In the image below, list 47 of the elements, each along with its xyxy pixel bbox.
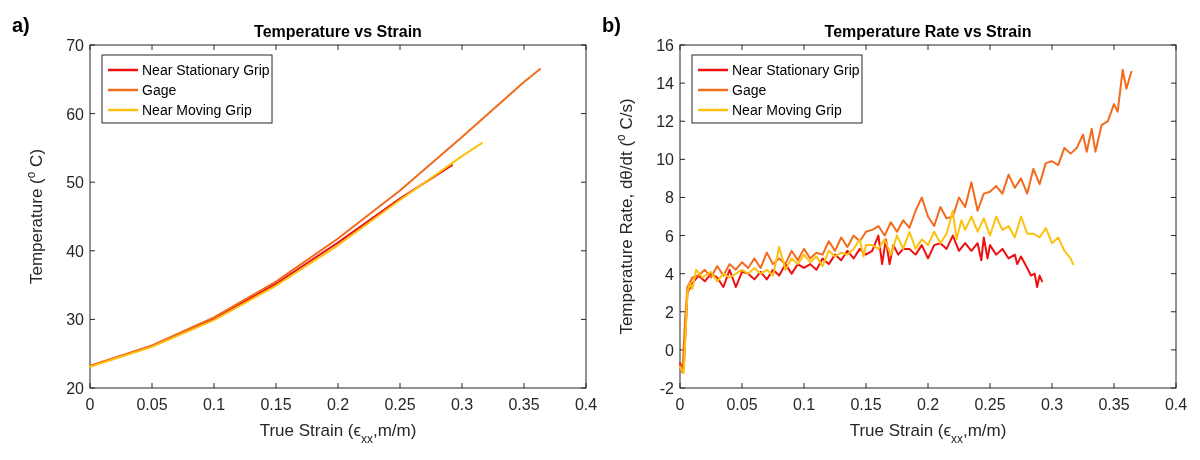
x-tick-label: 0.35 — [508, 396, 540, 413]
x-tick-label: 0.25 — [384, 396, 416, 413]
x-tick-label: 0.4 — [1164, 396, 1188, 413]
x-tick-label: 0.2 — [916, 396, 940, 413]
chart-title: Temperature vs Strain — [254, 23, 422, 40]
y-tick-label: 60 — [66, 105, 85, 123]
y-tick-label: 4 — [665, 265, 675, 283]
x-axis-title: True Strain (ϵ$_{xx}$,m/m) — [259, 421, 417, 446]
x-tick-label: 0.3 — [450, 396, 474, 413]
y-tick-label: 0 — [665, 341, 675, 359]
y-tick-label: 10 — [656, 151, 675, 169]
y-tick-label: 50 — [66, 174, 85, 192]
y-tick-label: 70 — [66, 37, 85, 54]
x-axis-title: True Strain (ϵ$_{xx}$,m/m) — [849, 421, 1007, 446]
line-series — [679, 234, 1044, 370]
line-series — [89, 142, 483, 368]
y-tick-label: 14 — [656, 75, 675, 93]
legend-label: Near Moving Grip — [142, 102, 252, 118]
x-tick-label: 0.35 — [1098, 396, 1130, 413]
y-tick-label: -2 — [659, 380, 675, 397]
x-tick-label: 0.4 — [574, 396, 598, 413]
x-tick-label: 0.25 — [974, 396, 1006, 413]
x-tick-label: 0.3 — [1040, 396, 1064, 413]
y-tick-label: 6 — [665, 227, 675, 245]
y-tick-label: 12 — [656, 113, 675, 131]
y-tick-label: 8 — [665, 189, 675, 207]
x-tick-label: 0.05 — [726, 396, 758, 413]
x-tick-label: 0.2 — [326, 396, 350, 413]
legend-label: Near Moving Grip — [732, 102, 842, 118]
x-tick-label: 0.05 — [136, 396, 168, 413]
y-tick-label: 20 — [66, 380, 85, 397]
legend-label: Near Stationary Grip — [732, 62, 860, 78]
line-series — [679, 209, 1075, 374]
text: b) — [602, 14, 621, 36]
legend-label: Gage — [142, 82, 177, 98]
x-tick-label: 0.1 — [202, 396, 226, 413]
x-tick-label: 0.15 — [850, 396, 882, 413]
chart-title: Temperature Rate vs Strain — [824, 23, 1032, 40]
x-tick-label: 0.1 — [792, 396, 816, 413]
y-tick-label: 2 — [665, 303, 675, 321]
text: a) — [12, 14, 30, 36]
legend-label: Near Stationary Grip — [142, 62, 270, 78]
legend-label: Gage — [732, 82, 767, 98]
y-tick-label: 40 — [66, 242, 85, 260]
x-tick-label: 0.15 — [260, 396, 292, 413]
y-tick-label: 16 — [656, 37, 675, 54]
y-tick-label: 30 — [66, 311, 85, 329]
